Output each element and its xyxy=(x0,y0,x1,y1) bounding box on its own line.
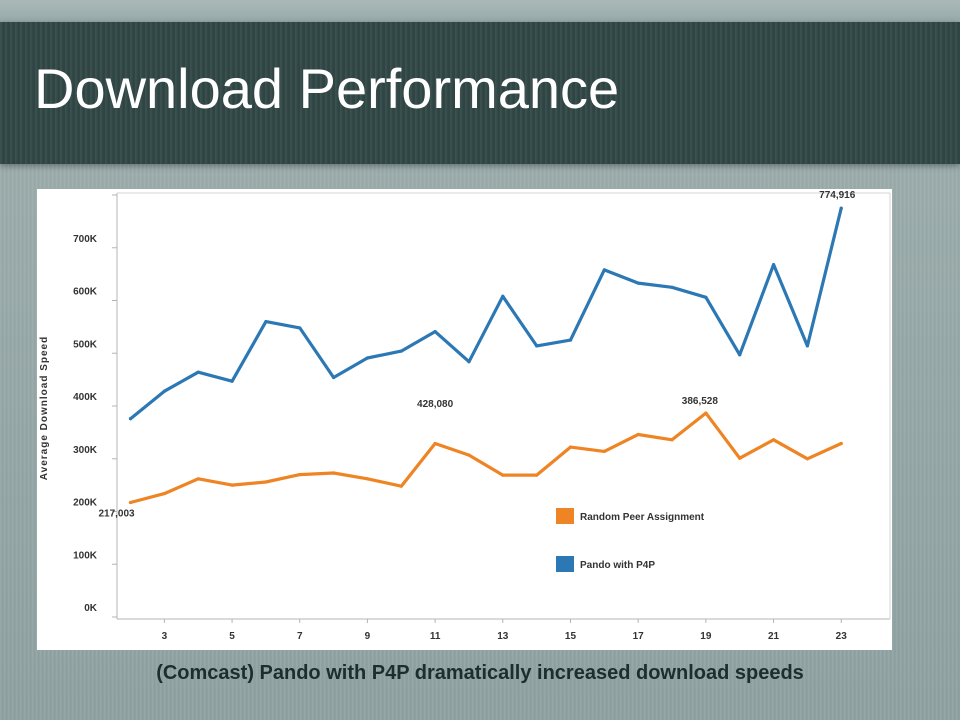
data-point xyxy=(535,344,539,348)
y-tick-label: 800K xyxy=(73,189,98,192)
y-tick-label: 100K xyxy=(73,550,98,561)
data-point xyxy=(535,473,539,477)
data-point xyxy=(670,438,674,442)
data-point xyxy=(196,477,200,481)
series-line-random-peer xyxy=(128,411,843,505)
data-point xyxy=(128,500,133,505)
data-point xyxy=(602,449,606,453)
legend-swatch xyxy=(556,556,574,572)
x-tick-label: 11 xyxy=(430,631,441,642)
data-point xyxy=(704,411,708,415)
data-point xyxy=(264,320,268,324)
data-point xyxy=(738,456,742,460)
data-point xyxy=(738,353,742,357)
data-point xyxy=(399,484,403,488)
legend-swatch xyxy=(556,508,574,524)
data-point xyxy=(230,483,234,487)
title-band xyxy=(0,22,960,164)
y-tick-label: 300K xyxy=(73,445,98,456)
data-point xyxy=(264,480,268,484)
data-point xyxy=(230,379,234,383)
data-point xyxy=(501,473,505,477)
data-point xyxy=(602,268,606,272)
data-point xyxy=(568,338,573,342)
data-point xyxy=(365,356,370,360)
slide-caption: (Comcast) Pando with P4P dramatically in… xyxy=(156,662,804,684)
data-point xyxy=(331,375,336,380)
y-tick-label: 500K xyxy=(73,339,98,350)
data-point xyxy=(365,477,370,481)
data-point xyxy=(331,471,336,475)
data-point xyxy=(839,441,843,446)
data-point xyxy=(771,263,776,267)
x-tick-label: 9 xyxy=(365,631,371,642)
y-tick-label: 0K xyxy=(84,603,98,614)
data-point xyxy=(636,432,640,437)
x-tick-label: 21 xyxy=(768,631,780,642)
x-tick-label: 15 xyxy=(565,631,577,642)
y-tick-label: 600K xyxy=(73,287,98,298)
legend-label: Pando with P4P xyxy=(580,560,655,571)
data-point xyxy=(704,295,708,299)
data-point xyxy=(298,472,302,477)
data-point xyxy=(433,441,437,446)
x-tick-label: 13 xyxy=(497,631,509,642)
data-label: 217,003 xyxy=(98,509,135,520)
data-point xyxy=(298,326,302,330)
data-point xyxy=(568,445,573,449)
x-tick-label: 3 xyxy=(162,631,168,642)
data-point xyxy=(670,285,674,289)
y-axis-title: Average Download Speed xyxy=(39,336,50,480)
line-chart: 0K 100K 200K 300K 400K 500K 600K 700K 800K 3 5 7 9 11… xyxy=(39,189,891,642)
data-point xyxy=(805,344,809,348)
data-point xyxy=(196,370,200,374)
x-tick-label: 5 xyxy=(229,631,235,642)
data-point xyxy=(399,349,403,353)
data-point xyxy=(805,457,809,461)
data-point xyxy=(433,330,437,334)
data-point xyxy=(636,281,640,285)
x-tick-label: 19 xyxy=(700,631,712,642)
data-label: 386,528 xyxy=(682,396,719,407)
data-point xyxy=(771,438,776,442)
y-tick-label: 700K xyxy=(73,234,98,245)
legend-label: Random Peer Assignment xyxy=(580,512,705,523)
x-tick-label: 17 xyxy=(633,631,645,642)
y-tick-label: 200K xyxy=(73,498,98,509)
data-label: 774,916 xyxy=(819,190,856,201)
data-point xyxy=(467,453,471,457)
data-point xyxy=(467,360,471,364)
y-tick-label: 400K xyxy=(73,392,98,403)
x-tick-label: 7 xyxy=(297,631,303,642)
data-point xyxy=(501,294,505,298)
x-tick-label: 23 xyxy=(836,631,848,642)
data-point xyxy=(128,417,133,421)
chart-panel: 0K 100K 200K 300K 400K 500K 600K 700K 800K 3 5 7 9 11… xyxy=(37,189,892,650)
slide-title: Download Performance xyxy=(34,57,620,120)
data-label: 428,080 xyxy=(417,399,454,410)
data-point xyxy=(162,491,166,496)
series-line-pando-p4p xyxy=(128,206,843,421)
data-point xyxy=(162,389,166,393)
top-strip xyxy=(0,0,960,22)
data-point xyxy=(839,206,843,210)
